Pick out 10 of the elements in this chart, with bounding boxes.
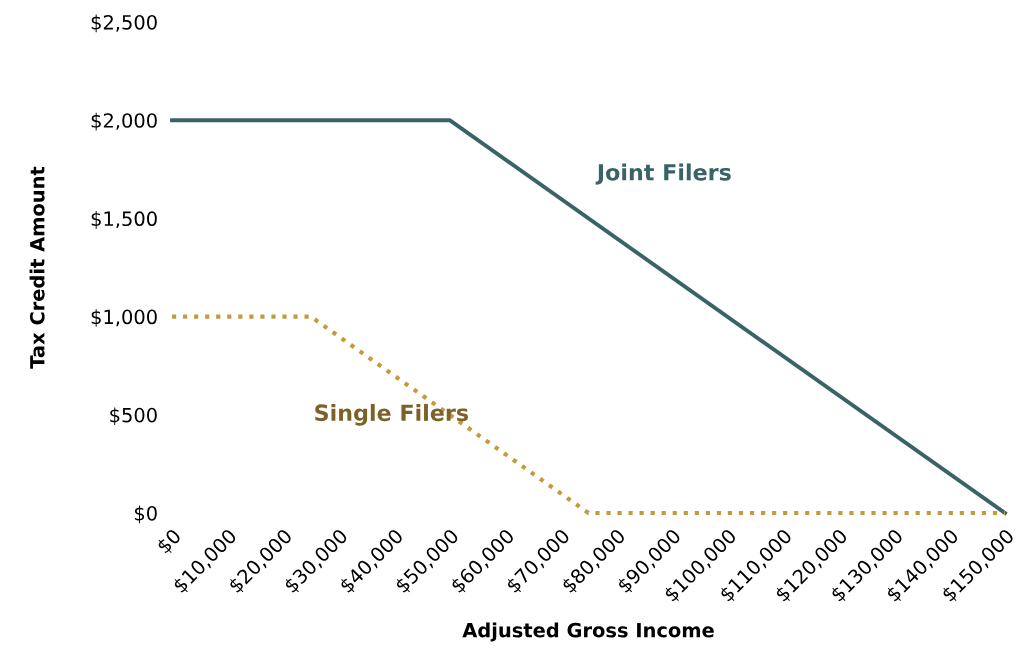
y-tick-label: $1,000	[91, 309, 157, 327]
y-axis-title: Tax Credit Amount	[29, 166, 45, 369]
series-label: Joint Filers	[595, 163, 731, 185]
y-tick-label: $2,000	[91, 112, 157, 131]
y-tick-label: $500	[110, 407, 157, 426]
x-axis-title: Adjusted Gross Income	[462, 622, 714, 642]
y-tick-label: $1,500	[91, 211, 157, 229]
series-label: Single Filers	[315, 403, 468, 426]
y-tick-label: $0	[134, 505, 157, 524]
y-tick-label: $2,500	[91, 14, 157, 33]
